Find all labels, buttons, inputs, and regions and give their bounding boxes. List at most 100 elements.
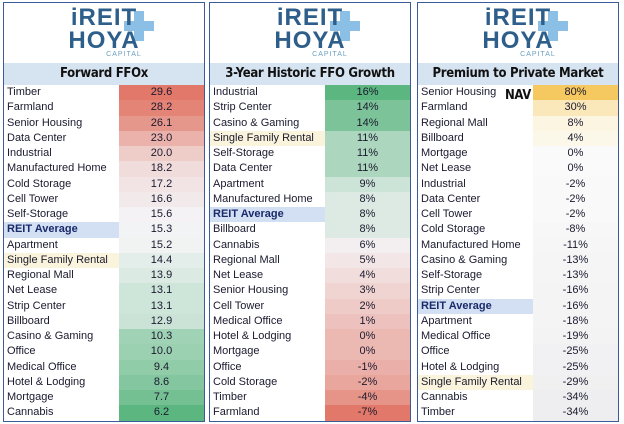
sector-label: REIT Average [4, 222, 119, 238]
sector-label: Office [421, 345, 450, 358]
table-row: Mortgage 0% [418, 146, 618, 162]
sector-value: -25% [533, 344, 618, 360]
sector-label: Manufactured Home [421, 238, 521, 251]
sector-value: -16% [533, 283, 618, 299]
sector-value: -13% [533, 268, 618, 284]
table-row: Mortgage 0% [210, 344, 410, 360]
sector-label: Single Family Rental [4, 252, 119, 268]
ireit-hoya-logo: iREIT HOYA CAPITAL [418, 3, 618, 63]
table-row: Single Family Rental -29% [418, 374, 618, 390]
sector-label: Cannabis [213, 238, 260, 251]
sector-value: 10.0 [119, 344, 204, 360]
sector-value: 11% [325, 146, 410, 162]
table-row: Net Lease 4% [210, 268, 410, 284]
table-row: Regional Mall 13.9 [4, 268, 204, 284]
sector-label: Manufactured Home [213, 192, 313, 205]
sector-label: Single Family Rental [210, 130, 325, 146]
table-row: Data Center 23.0 [4, 130, 204, 146]
sector-label: Data Center [7, 131, 67, 144]
sector-value: 0% [533, 146, 618, 162]
sector-value: 9.4 [119, 359, 204, 375]
sector-label: Mortgage [213, 345, 260, 358]
table-row: REIT Average -16% [418, 298, 618, 314]
table-row: Single Family Rental 14.4 [4, 252, 204, 268]
sector-label: Farmland [213, 406, 260, 419]
sector-value: 4% [533, 130, 618, 146]
sector-value: -8% [533, 222, 618, 238]
sector-label: Billboard [7, 314, 50, 327]
table-row: Casino & Gaming -13% [418, 252, 618, 268]
sector-label: Mortgage [421, 147, 468, 159]
sector-label: Regional Mall [421, 116, 488, 129]
sector-value: 0% [325, 329, 410, 345]
table-row: Manufactured Home 8% [210, 191, 410, 207]
sector-value: 28.2 [119, 100, 204, 116]
sector-value: -2% [533, 207, 618, 223]
sector-value: -34% [533, 405, 618, 421]
table-row: Cannabis 6.2 [4, 405, 204, 421]
sector-value: 6.2 [119, 405, 204, 421]
sector-value: 17.2 [119, 176, 204, 192]
table-row: Billboard 12.9 [4, 313, 204, 329]
table-row: Data Center -2% [418, 191, 618, 207]
sector-value: -1% [325, 359, 410, 375]
sector-label: Medical Office [421, 330, 491, 342]
table-row: Apartment 15.2 [4, 237, 204, 253]
table-row: Timber -4% [210, 390, 410, 406]
sector-label: Hotel & Lodging [421, 360, 500, 373]
sector-label: Medical Office [7, 360, 77, 373]
sector-label: Self-Storage [421, 269, 483, 281]
sector-label: REIT Average [418, 298, 533, 314]
table-row: Self-Storage 15.6 [4, 207, 204, 223]
sector-value: -16% [533, 298, 618, 314]
sector-value: 8% [533, 115, 618, 131]
table-row: Casino & Gaming 14% [210, 115, 410, 131]
sector-value: 15.2 [119, 237, 204, 253]
table-title: Premium to Private Market NAV [418, 63, 618, 103]
sector-value: 16.6 [119, 191, 204, 207]
sector-label: Senior Housing [7, 116, 83, 129]
table-row: Billboard 8% [210, 222, 410, 238]
table-panel: iREIT HOYA CAPITAL Premium to Private Mark… [417, 2, 619, 422]
table-row: Casino & Gaming 10.3 [4, 329, 204, 345]
table-row: Cold Storage -8% [418, 222, 618, 238]
sector-value: 14% [325, 115, 410, 131]
sector-label: Strip Center [421, 284, 480, 297]
sector-value: 13.1 [119, 283, 204, 299]
sector-value: -25% [533, 359, 618, 375]
sector-value: 23.0 [119, 130, 204, 146]
sector-label: Senior Housing [421, 86, 497, 98]
sector-label: Cannabis [7, 406, 54, 419]
sector-value: -2% [533, 176, 618, 192]
table-row: Cannabis -34% [418, 390, 618, 406]
table-row: Manufactured Home -11% [418, 237, 618, 253]
table-row: Regional Mall 5% [210, 252, 410, 268]
sector-label: Apartment [7, 238, 58, 251]
table-row: Medical Office -19% [418, 329, 618, 345]
table-row: Farmland -7% [210, 405, 410, 421]
sector-label: Regional Mall [7, 269, 74, 281]
table-row: Net Lease 0% [418, 161, 618, 177]
table-row: Office 10.0 [4, 344, 204, 360]
plus-cross-icon [124, 11, 154, 41]
table-row: Mortgage 7.7 [4, 390, 204, 406]
sector-label: Farmland [421, 101, 468, 114]
sector-label: Net Lease [7, 284, 58, 297]
table-row: Timber -34% [418, 405, 618, 421]
sector-value: 14% [325, 100, 410, 116]
table-title: 3-Year Historic FFO Growth [210, 63, 410, 85]
sector-label: Casino & Gaming [213, 116, 300, 129]
sector-value: -4% [325, 390, 410, 406]
sector-label: Billboard [213, 223, 256, 236]
sector-value: 20.0 [119, 146, 204, 162]
sector-value: 11% [325, 161, 410, 177]
sector-value: 80% [533, 85, 618, 101]
sector-value: -29% [533, 374, 618, 390]
table-row: Farmland 30% [418, 100, 618, 116]
sector-label: Single Family Rental [418, 374, 533, 390]
sector-label: Data Center [213, 162, 273, 175]
sector-label: Industrial [7, 147, 52, 159]
sector-label: Office [7, 345, 36, 358]
table-title: Forward FFOx [4, 63, 204, 85]
sector-label: Industrial [213, 86, 258, 98]
